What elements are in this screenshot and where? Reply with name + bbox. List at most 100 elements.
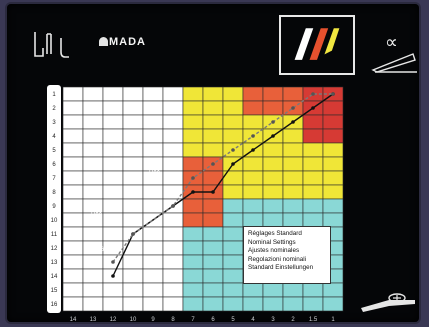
grid-cell xyxy=(82,100,104,116)
grid-cell xyxy=(122,114,144,130)
grid-cell xyxy=(62,240,84,256)
grid-cell xyxy=(302,128,324,144)
grid-cell xyxy=(162,184,184,200)
grid-cell xyxy=(142,142,164,158)
grid-cell xyxy=(202,296,224,312)
series-point xyxy=(271,120,275,124)
grid-cell xyxy=(282,128,304,144)
grid-cell xyxy=(102,184,124,200)
grid-cell xyxy=(202,282,224,298)
grid-cell xyxy=(262,170,284,186)
series-point xyxy=(251,148,255,152)
grid-cell xyxy=(222,114,244,130)
grid-cell xyxy=(162,212,184,228)
series-point xyxy=(251,134,255,138)
grid-cell xyxy=(62,86,84,102)
grid-cell xyxy=(142,198,164,214)
grid-cell xyxy=(202,254,224,270)
grid-cell xyxy=(322,114,344,130)
series-point xyxy=(211,162,215,166)
grid-cell xyxy=(162,100,184,116)
curve-label: H86 xyxy=(149,171,161,177)
column-tick-label: 13 xyxy=(90,317,97,322)
row-tick-label: 6 xyxy=(52,162,56,168)
grid-cell xyxy=(142,184,164,200)
grid-cell xyxy=(302,282,324,298)
grid-cell xyxy=(322,198,344,214)
grid-cell xyxy=(82,282,104,298)
nominal-settings-legend: Réglages Standard Nominal Settings Ajust… xyxy=(243,226,331,284)
grid-cell xyxy=(102,198,124,214)
column-tick-label: 7 xyxy=(191,317,195,322)
series-point xyxy=(311,92,315,96)
grid-cell xyxy=(102,282,124,298)
grid-cell xyxy=(162,254,184,270)
grid-cell xyxy=(122,212,144,228)
grid-cell xyxy=(182,254,204,270)
grid-cell xyxy=(182,142,204,158)
grid-cell xyxy=(182,268,204,284)
grid-cell xyxy=(122,142,144,158)
curve-labels: H36 H86 H36 H86 xyxy=(91,138,161,253)
grid-cell xyxy=(262,184,284,200)
series-point xyxy=(131,232,135,236)
grid-cell xyxy=(182,226,204,242)
grid-cell xyxy=(62,198,84,214)
grid-cell xyxy=(102,296,124,312)
column-tick-label: 6 xyxy=(211,317,215,322)
grid-cell xyxy=(222,184,244,200)
grid-cell xyxy=(202,100,224,116)
curve-label: H36 xyxy=(91,213,103,219)
grid-cell xyxy=(142,240,164,256)
settings-line-it: Regolazioni nominali xyxy=(248,255,307,263)
grid-cell xyxy=(202,212,224,228)
bend-angle-icon[interactable]: ∝ xyxy=(371,32,419,76)
column-tick-label: 2 xyxy=(291,317,295,322)
grid-cell xyxy=(182,282,204,298)
grid-cell xyxy=(262,100,284,116)
grid-cell xyxy=(282,198,304,214)
grid-cell xyxy=(62,100,84,116)
press-brake-icon[interactable] xyxy=(359,288,417,314)
row-tick-label: 14 xyxy=(51,274,58,280)
angle-symbol: ∝ xyxy=(385,32,398,53)
grid-cell xyxy=(222,282,244,298)
grid-cell xyxy=(282,156,304,172)
grid-cell xyxy=(162,156,184,172)
grid-cell xyxy=(102,114,124,130)
grid-cell xyxy=(142,226,164,242)
grid-cell xyxy=(282,212,304,228)
grid-cell xyxy=(262,198,284,214)
machine-display: MADA ∝ 1 2 3 4 5 6 7 8 9 10 11 12 13 14 15 16 14 13 12 10 9… xyxy=(7,4,419,322)
grid-cell xyxy=(122,128,144,144)
grid-cell xyxy=(142,100,164,116)
series-point xyxy=(231,162,235,166)
grid-cell xyxy=(262,212,284,228)
grid-cell xyxy=(62,226,84,242)
grid-cell xyxy=(182,128,204,144)
series-point xyxy=(291,120,295,124)
grid-cell xyxy=(142,86,164,102)
column-tick-label: 3 xyxy=(271,317,275,322)
grid-cell xyxy=(162,282,184,298)
grid-cell xyxy=(202,226,224,242)
grid-cell xyxy=(302,114,324,130)
grid-cell xyxy=(62,282,84,298)
curve-label: H86 xyxy=(93,247,105,253)
grid-cell xyxy=(282,184,304,200)
column-tick-label: 1.5 xyxy=(309,317,318,322)
grid-cell xyxy=(62,114,84,130)
grid-cell xyxy=(82,268,104,284)
grid-cell xyxy=(302,156,324,172)
grid-cell xyxy=(82,296,104,312)
settings-line-fr: Réglages Standard xyxy=(248,230,302,237)
settings-line-de: Standard Einstellungen xyxy=(248,264,314,272)
series-point xyxy=(311,106,315,110)
row-tick-label: 11 xyxy=(51,232,58,238)
row-scale-strip xyxy=(47,85,61,313)
grid-cell xyxy=(282,170,304,186)
grid-cell xyxy=(322,282,344,298)
material-grade-icon[interactable] xyxy=(279,15,355,75)
grid-cell xyxy=(182,114,204,130)
grid-cell xyxy=(202,268,224,284)
